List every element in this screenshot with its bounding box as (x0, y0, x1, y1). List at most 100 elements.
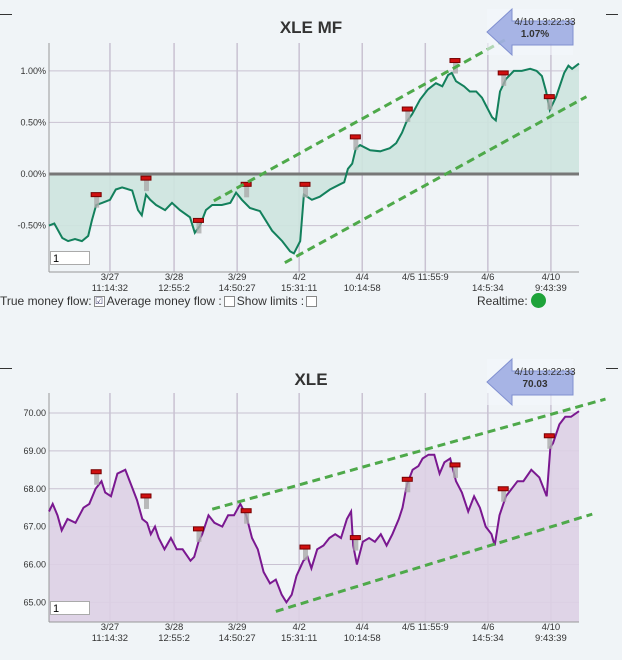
x-tick-label: 3/28 (165, 272, 184, 283)
chart-title: XLE MF (280, 18, 342, 37)
area-fill (49, 63, 579, 254)
marker-stem (196, 220, 202, 234)
tooltip-value: 70.03 (522, 379, 547, 390)
marker-flag (543, 433, 555, 439)
marker-flag (497, 70, 509, 76)
marker-stem (405, 109, 411, 123)
marker-flag (449, 462, 461, 468)
tooltip-value: 1.07% (521, 29, 549, 40)
y-tick-label: 66.00 (23, 559, 46, 569)
true-mf-checkbox[interactable]: ☑ (93, 295, 105, 307)
marker-stem (452, 464, 458, 478)
minimize-icon-right[interactable] (606, 14, 618, 15)
marker-stem (94, 194, 100, 208)
x-tick-label: 12:55:2 (158, 283, 190, 294)
price-period-input[interactable]: 1 (50, 601, 90, 615)
minimize-icon-left-2[interactable] (0, 368, 12, 369)
controls-row: True money flow: ☑ Average money flow : … (0, 294, 318, 308)
tooltip-arrow-icon (486, 7, 574, 57)
x-tick-label: 15:31:11 (281, 283, 317, 294)
trend-line (213, 38, 506, 203)
realtime-indicator[interactable] (531, 293, 546, 308)
marker-stem (196, 528, 202, 542)
avg-mf-label: Average money flow : (106, 294, 222, 308)
y-tick-label: 70.00 (23, 408, 46, 418)
y-tick-label: -0.50% (17, 221, 46, 231)
y-tick-label: 65.00 (23, 597, 46, 607)
marker-stem (501, 488, 507, 502)
marker-flag (401, 106, 413, 112)
marker-flag (449, 58, 461, 64)
x-tick-label: 14:5:34 (472, 633, 504, 644)
x-tick-label: 4/5 11:55:9 (402, 272, 449, 283)
marker-flag (349, 134, 361, 140)
x-tick-label: 15:31:11 (281, 633, 317, 644)
marker-flag (192, 526, 204, 532)
marker-flag (192, 217, 204, 223)
marker-flag (140, 493, 152, 499)
marker-stem (302, 184, 308, 198)
marker-flag (140, 175, 152, 181)
trend-line (211, 397, 606, 511)
x-tick-label: 9:43:39 (535, 283, 567, 294)
marker-stem (244, 510, 250, 524)
show-limits-label: Show limits : (236, 294, 305, 308)
marker-stem (143, 178, 149, 192)
tooltip-time: 4/10 13:22:33 (514, 17, 576, 28)
x-tick-label: 4/4 (356, 622, 369, 633)
realtime-label: Realtime: (477, 294, 528, 308)
y-tick-label: 68.00 (23, 484, 46, 494)
x-tick-label: 3/27 (101, 622, 120, 633)
y-tick-label: 0.50% (20, 117, 46, 127)
marker-flag (543, 94, 555, 100)
avg-mf-checkbox[interactable] (223, 295, 235, 307)
marker-stem (501, 72, 507, 86)
marker-stem (353, 537, 359, 551)
x-tick-label: 4/5 11:55:9 (402, 622, 449, 633)
x-tick-label: 10:14:58 (344, 633, 381, 644)
x-tick-label: 4/4 (356, 272, 369, 283)
x-tick-label: 4/10 (542, 622, 561, 633)
tooltip-arrow-icon (486, 357, 574, 407)
x-tick-label: 4/6 (481, 272, 494, 283)
x-tick-label: 4/2 (293, 622, 306, 633)
show-limits-checkbox[interactable] (306, 295, 318, 307)
x-tick-label: 14:5:34 (472, 283, 504, 294)
x-tick-label: 10:14:58 (344, 283, 381, 294)
marker-stem (302, 547, 308, 561)
x-tick-label: 14:50:27 (219, 633, 256, 644)
true-mf-label: True money flow: (0, 294, 92, 308)
series-line (48, 410, 580, 605)
x-tick-label: 3/28 (165, 622, 184, 633)
y-tick-label: 0.00% (20, 169, 46, 179)
marker-flag (90, 192, 102, 198)
marker-flag (299, 181, 311, 187)
trend-line (275, 512, 593, 613)
x-tick-label: 4/6 (481, 622, 494, 633)
minimize-icon-right-2[interactable] (606, 368, 618, 369)
x-tick-label: 3/29 (228, 622, 247, 633)
x-tick-label: 14:50:27 (219, 283, 256, 294)
marker-flag (90, 469, 102, 475)
marker-stem (244, 184, 250, 198)
x-tick-label: 4/10 (542, 272, 561, 283)
x-tick-label: 11:14:32 (92, 633, 128, 644)
marker-stem (547, 96, 553, 110)
x-tick-label: 4/2 (293, 272, 306, 283)
x-tick-label: 3/27 (101, 272, 120, 283)
minimize-icon-left[interactable] (0, 14, 12, 15)
marker-flag (240, 508, 252, 514)
marker-flag (401, 476, 413, 482)
marker-stem (353, 136, 359, 150)
y-tick-label: 67.00 (23, 522, 46, 532)
mf-period-input[interactable]: 1 (50, 251, 90, 265)
y-tick-label: 69.00 (23, 446, 46, 456)
marker-flag (349, 535, 361, 541)
x-tick-label: 3/29 (228, 272, 247, 283)
tooltip-time: 4/10 13:22:33 (514, 367, 576, 378)
marker-stem (143, 495, 149, 509)
series-line (48, 62, 580, 255)
marker-flag (497, 486, 509, 492)
